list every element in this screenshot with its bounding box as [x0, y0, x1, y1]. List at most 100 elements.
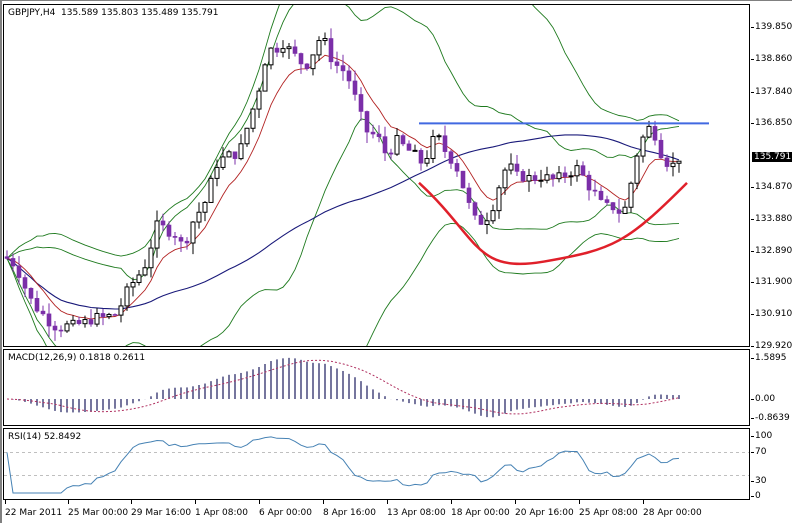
candle [346, 70, 352, 82]
candle [298, 53, 304, 65]
candle [544, 174, 550, 181]
bollinger-upper [6, 5, 680, 281]
candle [124, 286, 130, 307]
price-chart-pane[interactable]: GBPJPY,H4 135.589 135.803 135.489 135.79… [3, 4, 750, 347]
candle [22, 277, 28, 289]
price-axis-label: 138.860 [750, 53, 792, 64]
candle [208, 177, 214, 203]
candle [154, 220, 160, 249]
candle [634, 155, 640, 184]
time-axis-label: 6 Apr 00:00 [259, 500, 312, 518]
candle [604, 199, 610, 203]
price-axis-label: 132.890 [750, 245, 792, 256]
price-axis: 139.850 138.860 137.840 136.850 134.870 133.8… [750, 4, 792, 351]
rsi-label: RSI(14) 52.8492 [8, 432, 82, 442]
macd-signal-line [6, 359, 680, 415]
candle [178, 237, 184, 242]
time-axis-label: 25 Apr 08:00 [579, 500, 638, 518]
macd-axis-max: 1.5895 [751, 353, 787, 363]
candle [490, 210, 496, 222]
candle [364, 111, 370, 133]
candle [280, 48, 286, 53]
candle [370, 131, 376, 135]
candle [28, 287, 34, 299]
candle [640, 136, 646, 157]
candle [268, 47, 274, 66]
rsi-axis: 100 70 30 0 [750, 428, 792, 501]
candle [418, 150, 424, 164]
candle [16, 265, 22, 278]
candle [532, 175, 538, 181]
time-axis-label: 1 Apr 08:00 [195, 500, 248, 518]
price-chart-canvas [4, 5, 709, 346]
candle [472, 202, 478, 216]
candle [466, 187, 472, 203]
candle [562, 172, 568, 177]
candle [76, 320, 82, 324]
macd-pane[interactable]: MACD(12,26,9) 0.1818 0.2611 [3, 349, 750, 426]
price-axis-label: 129.920 [750, 341, 792, 352]
symbol-label: GBPJPY,H4 [8, 8, 56, 18]
candle [382, 136, 388, 154]
candle [508, 163, 514, 171]
candle [430, 135, 436, 160]
rsi-pane[interactable]: RSI(14) 52.8492 [3, 428, 750, 500]
candle [574, 165, 580, 177]
candle [610, 202, 616, 211]
candle [244, 127, 250, 145]
candle [226, 151, 232, 158]
candle [88, 319, 94, 325]
candle [586, 174, 592, 191]
candle [580, 165, 586, 176]
candle [148, 247, 154, 269]
fast-ema [6, 54, 680, 320]
time-axis: 22 Mar 2011 25 Mar 00:00 29 Mar 16:00 1 Apr… [3, 500, 750, 523]
candle [130, 281, 136, 288]
candle [556, 172, 562, 180]
candle [52, 325, 58, 331]
candle [292, 46, 298, 54]
candle [34, 298, 40, 312]
candle [520, 171, 526, 182]
macd-axis: 1.5895 0.00 -0.8639 [750, 349, 792, 426]
candle [250, 108, 256, 129]
candle [286, 46, 292, 50]
candle [568, 175, 574, 178]
candle [400, 135, 406, 145]
candle [196, 211, 202, 223]
candle [526, 174, 532, 182]
candle [316, 40, 322, 56]
candle [388, 152, 394, 155]
price-axis-label: 137.840 [750, 86, 792, 97]
macd-label: MACD(12,26,9) 0.1818 0.2611 [8, 353, 146, 363]
candle [256, 90, 262, 110]
candle [340, 65, 346, 72]
candle [652, 126, 658, 141]
candle [190, 221, 196, 244]
candle [184, 240, 190, 244]
time-axis-label: 8 Apr 16:00 [323, 500, 376, 518]
candle [46, 313, 52, 327]
candle [136, 274, 142, 283]
candle [442, 135, 448, 152]
price-axis-label: 134.870 [750, 182, 792, 192]
price-axis-label: 131.900 [750, 277, 792, 288]
candle [40, 310, 46, 315]
cup-curve [418, 181, 688, 266]
candle [334, 61, 340, 66]
candle [172, 236, 178, 238]
candle [406, 143, 412, 151]
candle [94, 312, 100, 325]
ohlc-label: 135.589 135.803 135.489 135.791 [61, 8, 219, 18]
candle [118, 305, 124, 316]
time-axis-label: 28 Apr 00:00 [643, 500, 702, 518]
rsi-axis-100: 100 [750, 431, 773, 441]
candle [358, 94, 364, 112]
candle [550, 174, 556, 179]
price-axis-label: 133.880 [750, 213, 792, 224]
price-axis-label: 136.850 [750, 118, 792, 129]
candle [10, 258, 16, 267]
chart-header: GBPJPY,H4 135.589 135.803 135.489 135.79… [8, 8, 219, 18]
candle [238, 143, 244, 160]
bollinger-outer-upper [6, 5, 680, 259]
